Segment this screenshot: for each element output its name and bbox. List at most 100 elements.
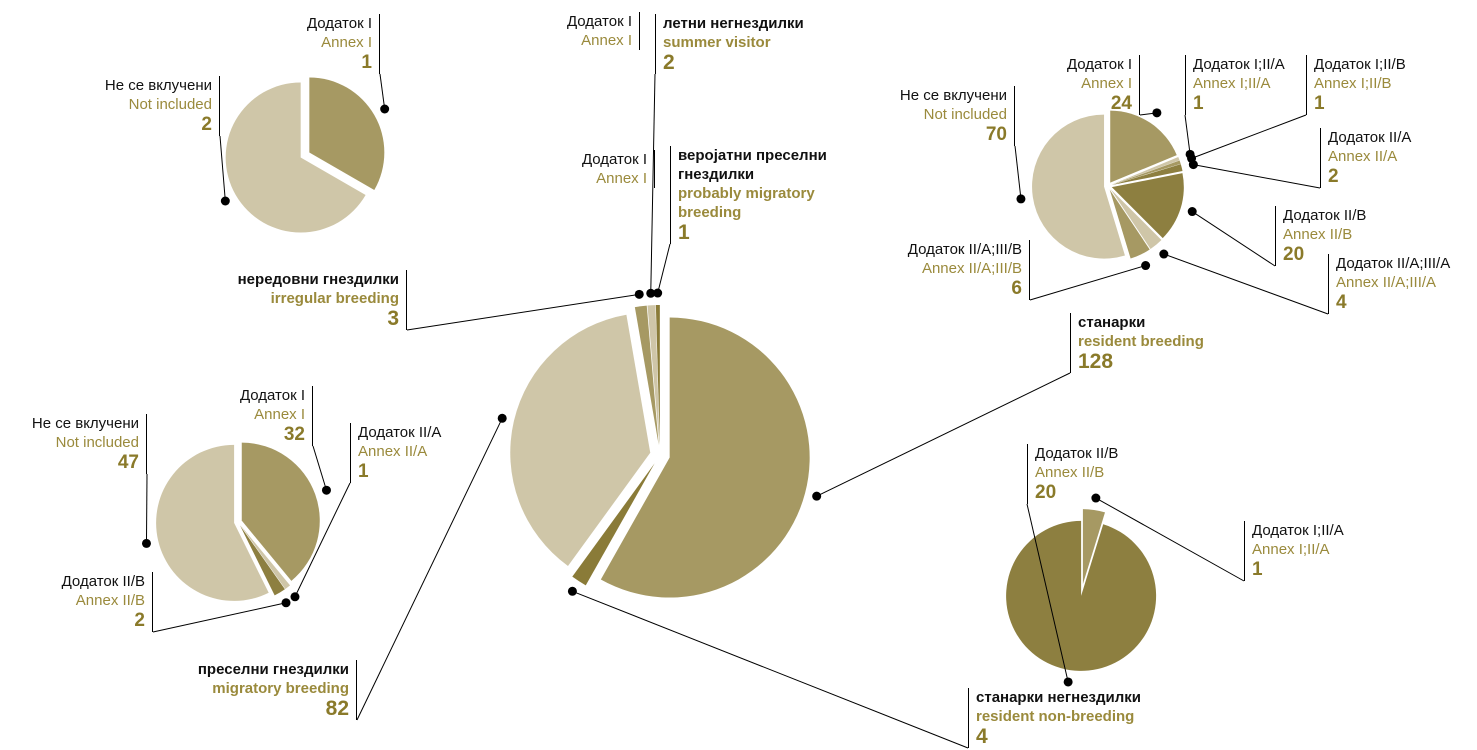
leader-dot <box>812 491 822 501</box>
leader-dot <box>634 289 644 299</box>
value-label: 1 <box>1314 93 1325 114</box>
leader-dot <box>653 288 663 298</box>
leader-line <box>312 445 327 491</box>
category-label: Додаток II/B <box>1283 207 1367 224</box>
value-label: 24 <box>1110 93 1132 114</box>
pie-slice <box>600 317 810 598</box>
category-label: преселни гнездилки <box>197 661 349 678</box>
slice-label: Додаток II/A;III/A Annex II/A;III/A 4 <box>1328 254 1450 314</box>
category-label: нередовни гнездилки <box>237 271 399 288</box>
leader-line <box>1095 497 1245 582</box>
slice-label: Додаток I;II/B Annex I;II/B 1 <box>1306 55 1406 115</box>
value-label: 3 <box>387 307 399 330</box>
category-label-en: Annex I <box>321 34 372 51</box>
pie-slice <box>1110 189 1162 249</box>
pie-slice <box>1006 520 1157 671</box>
category-label: Додаток I <box>1066 56 1132 73</box>
category-label-en: probably migratory breeding <box>678 185 815 221</box>
value-label: 1 <box>678 221 690 244</box>
note-category-en: Annex I <box>581 32 632 49</box>
pie-slice <box>1109 189 1150 259</box>
slice-label: станарки resident breeding 128 <box>1070 313 1204 373</box>
category-label-en: Annex I;II/A <box>1193 75 1271 92</box>
leader-line <box>294 482 351 597</box>
slice-label: Додаток I;II/A Annex I;II/A 1 <box>1244 521 1344 581</box>
category-label: Не се вклучени <box>104 77 212 94</box>
leader-line <box>356 418 503 721</box>
value-label: 2 <box>201 114 212 135</box>
pie-slice <box>647 305 660 446</box>
slice-label: Не се вклучени Not included 2 <box>105 76 220 136</box>
leader-line <box>650 73 656 294</box>
pie-slice <box>225 82 366 233</box>
leader-dot <box>380 104 390 114</box>
slice-label: Не се вклучени Not included 70 <box>900 86 1015 146</box>
leader-dot <box>1159 249 1169 259</box>
leader-line <box>1193 164 1321 189</box>
note-category: Додаток I <box>581 151 647 168</box>
note-category: Додаток I <box>566 13 632 30</box>
category-label: Додаток I;II/A <box>1252 522 1344 539</box>
category-label: станарки негнездилки <box>976 689 1141 706</box>
leader-line <box>572 590 969 749</box>
category-label-en: Not included <box>55 434 139 451</box>
category-label: Додаток I;II/B <box>1314 56 1406 73</box>
slice-label: Додаток II/A Annex II/A 2 <box>1320 128 1411 188</box>
note-label: Додаток I Annex I <box>582 150 655 188</box>
pie-slice <box>156 444 269 601</box>
value-label: 6 <box>1011 278 1022 299</box>
leader-dot <box>497 413 507 423</box>
category-label: Додаток II/A;III/A <box>1336 255 1451 272</box>
value-label: 1 <box>1252 559 1263 580</box>
value-label: 20 <box>1283 244 1305 265</box>
value-label: 2 <box>663 51 675 74</box>
category-label-en: resident non-breeding <box>976 708 1135 725</box>
pie-slice <box>240 525 285 596</box>
slice-label: Додаток I;II/A Annex I;II/A 1 <box>1185 55 1285 115</box>
leader-dot <box>1141 261 1151 271</box>
category-label-en: migratory breeding <box>212 680 349 697</box>
leader-line <box>1184 114 1191 155</box>
category-label: Додаток II/A <box>358 424 442 441</box>
category-label: станарки <box>1078 314 1146 331</box>
leader-line <box>406 293 640 331</box>
category-label: Додаток II/A;III/B <box>907 241 1022 258</box>
slice-label: Додаток II/A Annex II/A 1 <box>350 423 441 483</box>
category-label: Додаток I <box>306 15 372 32</box>
leader-dot <box>646 288 656 298</box>
leader-dot <box>141 538 151 548</box>
category-label-en: Annex I <box>254 406 305 423</box>
pie-slice <box>572 463 655 586</box>
leader-line <box>816 372 1071 497</box>
slice-label: Додаток I Annex I 24 <box>1067 55 1140 115</box>
leader-line <box>379 73 386 110</box>
note-label: Додаток I Annex I <box>567 12 640 50</box>
category-label-en: Not included <box>923 106 1007 123</box>
leader-line <box>1026 503 1069 683</box>
leader-line <box>1014 145 1022 199</box>
category-label: Додаток II/B <box>61 573 145 590</box>
leader-line <box>657 243 671 294</box>
pie-slice <box>1110 110 1177 183</box>
slice-label: летни негнездилки summer visitor 2 <box>655 14 804 74</box>
slice-label: преселни гнездилки migratory breeding 82 <box>198 660 357 720</box>
category-label-en: Not included <box>128 96 212 113</box>
pie-slice <box>634 305 659 446</box>
category-label: Додаток II/A <box>1328 129 1412 146</box>
category-label: веројатни преселни гнездилки <box>678 147 827 183</box>
category-label: Не се вклучени <box>899 87 1007 104</box>
category-label: Додаток II/B <box>1035 445 1119 462</box>
leader-dot <box>1063 677 1073 687</box>
value-label: 20 <box>1035 482 1057 503</box>
leader-dot <box>1187 207 1197 217</box>
slice-label: станарки негнездилки resident non-breedin… <box>968 688 1141 748</box>
leader-dot <box>1091 493 1101 503</box>
slice-label: Додаток II/A;III/B Annex II/A;III/B 6 <box>908 240 1030 300</box>
leader-line <box>1191 114 1307 159</box>
leader-dot <box>290 592 300 602</box>
category-label-en: Annex II/B <box>1035 464 1105 481</box>
value-label: 1 <box>358 461 369 482</box>
leader-dot <box>567 586 577 596</box>
leader-dot <box>1016 194 1026 204</box>
